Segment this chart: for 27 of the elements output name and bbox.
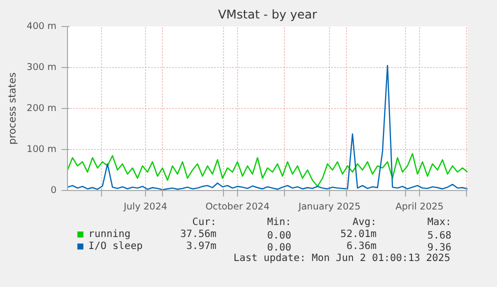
x-tick-label: April 2025	[395, 202, 444, 212]
text: 37.56m	[180, 229, 216, 240]
y-tick-label: 300 m	[26, 62, 57, 73]
text: Last update: Mon Jun 2 01:00:13 2025	[233, 253, 450, 264]
y-axis-title: process states	[8, 72, 19, 145]
text: 0.00	[267, 242, 292, 254]
y-tick-label: 0	[50, 185, 57, 196]
legend-label: running	[88, 229, 131, 240]
text: Max:	[427, 217, 452, 228]
x-tick-label: July 2024	[122, 202, 168, 212]
legend-label: I/O sleep	[88, 241, 143, 252]
text: 52.01m	[340, 229, 377, 240]
text: Avg:	[352, 217, 377, 228]
text: Min:	[267, 217, 292, 228]
x-tick-label: January 2025	[297, 202, 361, 212]
line-series	[68, 153, 468, 187]
chart-title: VMstat - by year	[218, 8, 317, 22]
text: 5.68	[427, 230, 452, 242]
y-tick-label: 100 m	[26, 144, 57, 155]
y-tick-label: 400 m	[26, 21, 57, 32]
text: 0.00	[267, 230, 292, 242]
text: Cur:	[192, 217, 216, 228]
text: 6.36m	[346, 241, 377, 252]
y-tick-label: 200 m	[26, 103, 57, 114]
text: 3.97m	[186, 241, 216, 252]
x-tick-label: October 2024	[205, 202, 270, 212]
text: 9.36	[427, 242, 452, 254]
